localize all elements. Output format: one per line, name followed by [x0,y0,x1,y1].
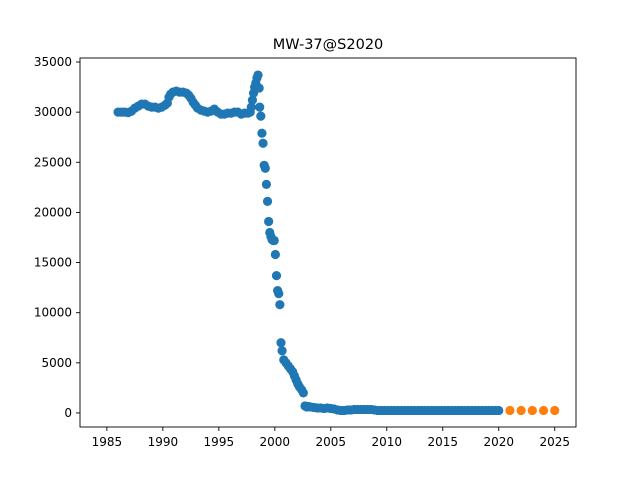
x-tick-label-3: 2000 [260,435,291,449]
data-point-s0-54 [257,128,267,138]
data-point-s0-57 [260,163,270,173]
data-point-s1-3 [538,405,549,416]
y-tick-label-3: 15000 [34,256,72,270]
data-point-s1-0 [505,405,515,416]
y-tick-label-1: 5000 [41,356,72,370]
x-tick-label-6: 2015 [427,435,458,449]
x-tick-label-4: 2005 [316,435,347,449]
y-tick-label-7: 35000 [34,55,72,69]
data-point-s0-44 [246,102,256,112]
x-tick-label-5: 2010 [372,435,403,449]
data-point-s0-51 [254,83,264,93]
y-tick-label-4: 20000 [34,205,72,219]
data-point-s1-1 [516,405,526,416]
x-tick-label-0: 1985 [92,435,123,449]
y-tick-label-5: 25000 [34,155,72,169]
data-point-s0-143 [494,405,504,416]
data-point-s0-60 [264,216,274,227]
data-point-s0-83 [298,388,308,398]
x-tick-label-7: 2020 [483,435,514,449]
data-point-s0-72 [277,346,287,356]
data-point-s0-71 [276,338,286,348]
y-tick-label-0: 0 [64,406,72,420]
data-point-s0-65 [269,235,279,246]
data-point-s0-58 [261,179,272,189]
data-point-s0-50 [253,70,263,80]
data-point-s0-69 [274,289,284,299]
data-point-s0-52 [255,102,265,112]
axes: 1985 1990 1995 2000 2005 2010 2015 2020 2025 0 500… [34,55,577,449]
x-tick-label-2: 1995 [204,435,235,449]
data-points [113,70,560,416]
data-point-s0-53 [256,111,266,121]
plot-frame [79,57,577,428]
data-point-s0-45 [247,95,258,105]
y-tick-label-6: 30000 [34,105,72,119]
data-point-s0-66 [270,249,280,260]
data-point-s1-4 [550,405,560,416]
data-point-s0-59 [262,196,273,206]
y-tick-label-2: 10000 [34,306,72,320]
data-point-s0-67 [271,270,282,281]
data-point-s1-2 [527,405,537,416]
data-point-s0-70 [275,300,285,310]
chart-title: MW-37@S2020 [273,37,384,53]
x-tick-label-1: 1990 [148,435,179,449]
data-point-s0-55 [258,138,268,148]
x-tick-label-8: 2025 [539,435,570,449]
